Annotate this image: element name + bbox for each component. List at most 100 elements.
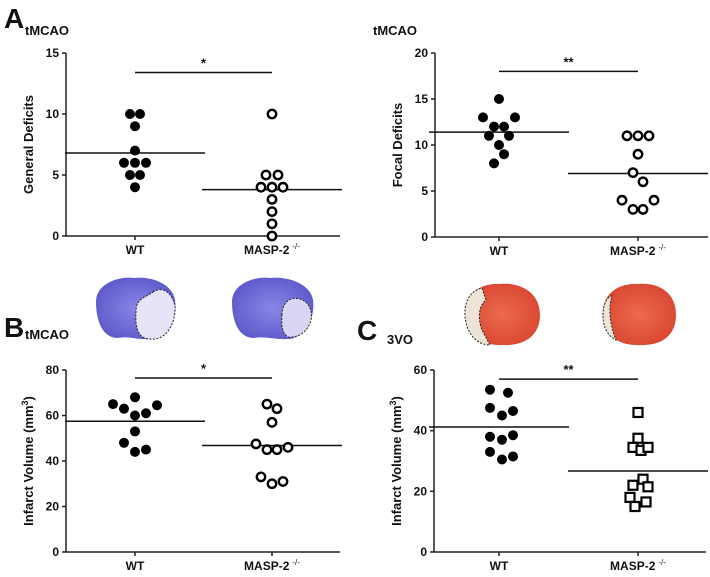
significance-label: ** bbox=[563, 362, 574, 377]
x-tick-label-text: MASP-2 bbox=[244, 243, 290, 257]
y-tick-label: 15 bbox=[46, 46, 60, 60]
plot-2: tMCAO 0 5 10 15 20 Focal Deficits WT MASP-2 -/- ** bbox=[373, 23, 708, 258]
data-point bbox=[108, 399, 118, 410]
data-point bbox=[629, 500, 641, 513]
y-tick-label: 40 bbox=[46, 454, 60, 468]
data-point bbox=[260, 169, 272, 181]
data-point bbox=[627, 203, 639, 215]
x-tick-label-text: WT bbox=[126, 243, 145, 257]
data-point bbox=[255, 181, 267, 193]
data-point bbox=[632, 432, 644, 444]
data-point bbox=[266, 108, 278, 120]
data-point bbox=[119, 437, 129, 448]
y-tick-label: 0 bbox=[52, 545, 59, 559]
data-point bbox=[141, 157, 151, 168]
y-tick-label: 20 bbox=[46, 500, 60, 514]
x-tick-label-text: MASP-2 bbox=[244, 559, 290, 572]
y-axis-label-text: Infarct Volume (mm bbox=[21, 405, 36, 525]
data-point bbox=[637, 176, 649, 188]
y-axis-label-text: Infarct Volume (mm bbox=[389, 405, 404, 525]
data-point bbox=[135, 170, 145, 180]
data-point bbox=[504, 130, 514, 141]
brain-image-c-wt bbox=[464, 283, 540, 346]
significance-label: * bbox=[201, 361, 207, 376]
x-tick-label-text: WT bbox=[126, 559, 145, 572]
plot-title: tMCAO bbox=[25, 327, 69, 342]
y-tick-label: 60 bbox=[46, 409, 60, 423]
data-point bbox=[632, 148, 644, 160]
plot-title: 3VO bbox=[387, 332, 413, 347]
brain-image-b-wt bbox=[96, 277, 176, 340]
data-point bbox=[266, 206, 278, 218]
data-point bbox=[130, 392, 140, 403]
x-tick-label: WT bbox=[126, 243, 145, 257]
data-point bbox=[494, 140, 504, 150]
y-tick-label: 15 bbox=[415, 92, 429, 106]
plot-title: tMCAO bbox=[373, 23, 417, 38]
y-axis-label-superscript: 3 bbox=[20, 400, 30, 405]
data-point bbox=[632, 406, 644, 419]
data-point bbox=[616, 194, 628, 206]
data-point bbox=[271, 403, 283, 415]
x-tick-label: WT bbox=[490, 244, 509, 258]
significance-label: * bbox=[201, 56, 207, 71]
y-tick-label: 5 bbox=[52, 168, 59, 182]
data-point bbox=[266, 181, 278, 193]
x-tick-label-superscript: -/- bbox=[658, 243, 666, 252]
y-tick-label: 0 bbox=[52, 229, 59, 243]
data-point bbox=[485, 446, 495, 457]
panel-letter-b: B bbox=[4, 312, 24, 343]
data-point bbox=[485, 384, 495, 395]
y-axis-label: Infarct Volume (mm3) bbox=[388, 396, 404, 526]
data-point bbox=[485, 431, 495, 442]
y-tick-label: 5 bbox=[421, 184, 428, 198]
data-point bbox=[497, 434, 507, 445]
data-point bbox=[152, 400, 162, 411]
y-tick-label: 0 bbox=[420, 545, 427, 559]
data-point bbox=[497, 410, 507, 421]
data-point bbox=[621, 130, 633, 142]
x-tick-label-text: WT bbox=[490, 559, 509, 572]
data-point bbox=[497, 454, 507, 465]
data-point bbox=[624, 491, 636, 503]
plot-title: tMCAO bbox=[25, 23, 69, 38]
x-tick-label: MASP-2 -/- bbox=[610, 558, 666, 572]
y-tick-label: 10 bbox=[46, 107, 60, 121]
y-tick-label: 20 bbox=[414, 484, 428, 498]
data-point bbox=[508, 451, 518, 462]
x-tick-label: MASP-2 -/- bbox=[610, 243, 666, 258]
y-tick-label: 80 bbox=[46, 363, 60, 377]
y-axis-label-superscript: 3 bbox=[388, 400, 398, 405]
data-point bbox=[494, 94, 504, 104]
y-axis-label-end: ) bbox=[21, 396, 36, 400]
y-axis-label-text: Focal Deficits bbox=[390, 103, 405, 188]
y-tick-label: 10 bbox=[415, 138, 429, 152]
plot-4: 3VO 0 20 40 60 Infarct Volume (mm3) WT MASP-2 -/… bbox=[387, 332, 708, 573]
y-tick-label: 20 bbox=[415, 46, 429, 60]
data-point bbox=[130, 426, 140, 437]
data-point bbox=[627, 167, 639, 179]
brain-image-b-masp2 bbox=[232, 277, 314, 340]
data-point bbox=[130, 410, 140, 421]
x-tick-label-superscript: -/- bbox=[658, 558, 666, 567]
y-axis-label-end: ) bbox=[389, 396, 404, 400]
data-point bbox=[642, 481, 654, 493]
data-point bbox=[125, 109, 135, 119]
x-tick-label: MASP-2 -/- bbox=[244, 242, 300, 257]
plot-3: tMCAO 0 20 40 60 80 Infarct Volume (mm3) WT MASP… bbox=[20, 327, 342, 573]
data-point bbox=[261, 398, 273, 410]
y-axis-label-text: General Deficits bbox=[21, 95, 36, 194]
data-point bbox=[640, 496, 652, 508]
data-point bbox=[130, 157, 140, 168]
x-tick-label-superscript: -/- bbox=[292, 558, 300, 567]
data-point bbox=[130, 182, 140, 193]
x-tick-label: WT bbox=[126, 559, 145, 572]
y-tick-label: 40 bbox=[414, 424, 428, 438]
data-point bbox=[130, 446, 140, 457]
data-point bbox=[648, 194, 660, 206]
data-point bbox=[510, 112, 520, 123]
data-point bbox=[266, 478, 278, 490]
data-point bbox=[642, 441, 654, 453]
